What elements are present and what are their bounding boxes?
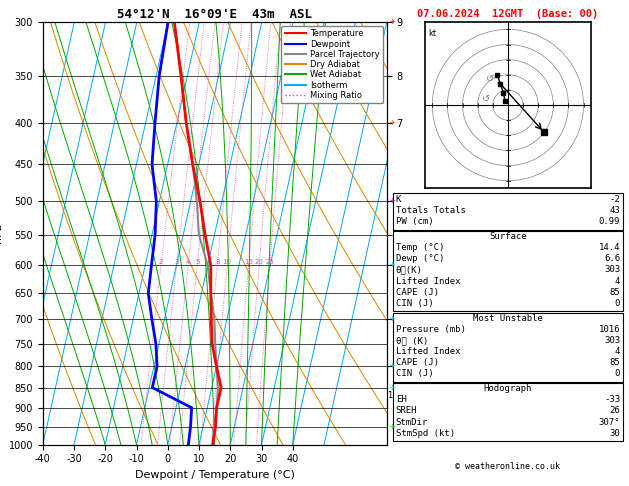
Text: © weatheronline.co.uk: © weatheronline.co.uk (455, 462, 560, 471)
X-axis label: Dewpoint / Temperature (°C): Dewpoint / Temperature (°C) (135, 470, 295, 480)
Text: Most Unstable: Most Unstable (473, 313, 543, 323)
Text: Lifted Index: Lifted Index (396, 347, 460, 356)
Text: K: K (396, 194, 401, 204)
Text: ✈: ✈ (390, 198, 396, 204)
Text: -33: -33 (604, 395, 620, 404)
Text: Pressure (mb): Pressure (mb) (396, 325, 465, 334)
Text: 07.06.2024  12GMT  (Base: 00): 07.06.2024 12GMT (Base: 00) (417, 9, 599, 19)
Text: 14.4: 14.4 (599, 243, 620, 252)
Text: kt: kt (428, 30, 436, 38)
Text: 85: 85 (610, 358, 620, 367)
Text: Hodograph: Hodograph (484, 384, 532, 393)
Y-axis label: km
ASL: km ASL (419, 212, 437, 233)
Text: StmSpd (kt): StmSpd (kt) (396, 429, 455, 438)
Text: 16: 16 (244, 260, 253, 265)
Text: 3: 3 (174, 260, 179, 265)
Text: ✈: ✈ (390, 424, 396, 430)
Text: ✈: ✈ (390, 19, 396, 25)
Text: 30: 30 (610, 429, 620, 438)
Text: 4: 4 (615, 347, 620, 356)
Text: CAPE (J): CAPE (J) (396, 358, 438, 367)
Text: ✈: ✈ (390, 120, 396, 126)
Text: 26: 26 (610, 406, 620, 416)
Text: 0: 0 (615, 299, 620, 308)
Text: ✈: ✈ (390, 316, 396, 322)
Text: $\circlearrowleft$: $\circlearrowleft$ (479, 92, 491, 103)
Text: 303: 303 (604, 336, 620, 345)
Text: -2: -2 (610, 194, 620, 204)
Text: Totals Totals: Totals Totals (396, 206, 465, 215)
Text: Surface: Surface (489, 232, 526, 241)
Text: Temp (°C): Temp (°C) (396, 243, 444, 252)
Text: 6.6: 6.6 (604, 254, 620, 263)
Legend: Temperature, Dewpoint, Parcel Trajectory, Dry Adiabat, Wet Adiabat, Isotherm, Mi: Temperature, Dewpoint, Parcel Trajectory… (281, 26, 382, 103)
Text: 307°: 307° (599, 417, 620, 427)
Title: 54°12'N  16°09'E  43m  ASL: 54°12'N 16°09'E 43m ASL (117, 8, 313, 21)
Text: 4: 4 (186, 260, 191, 265)
Text: ✈: ✈ (390, 262, 396, 268)
Text: Dewp (°C): Dewp (°C) (396, 254, 444, 263)
Text: 25: 25 (265, 260, 274, 265)
Text: θᴄ(K): θᴄ(K) (396, 265, 423, 275)
Text: CIN (J): CIN (J) (396, 369, 433, 379)
Text: 0.99: 0.99 (599, 217, 620, 226)
Text: EH: EH (396, 395, 406, 404)
Text: 5: 5 (195, 260, 199, 265)
Text: 303: 303 (604, 265, 620, 275)
Text: 1016: 1016 (599, 325, 620, 334)
Text: 10: 10 (223, 260, 231, 265)
Text: SREH: SREH (396, 406, 417, 416)
Text: 4: 4 (615, 277, 620, 286)
Text: 1LCL: 1LCL (387, 391, 407, 400)
Text: 20: 20 (255, 260, 264, 265)
Text: $\circlearrowleft$: $\circlearrowleft$ (484, 73, 496, 83)
Text: 8: 8 (215, 260, 220, 265)
Text: 43: 43 (610, 206, 620, 215)
Text: 2: 2 (159, 260, 163, 265)
Text: 0: 0 (615, 369, 620, 379)
Text: θᴄ (K): θᴄ (K) (396, 336, 428, 345)
Y-axis label: hPa: hPa (0, 223, 3, 243)
Text: StmDir: StmDir (396, 417, 428, 427)
Text: 85: 85 (610, 288, 620, 297)
Text: CIN (J): CIN (J) (396, 299, 433, 308)
Text: ✈: ✈ (390, 384, 396, 391)
Text: Lifted Index: Lifted Index (396, 277, 460, 286)
Text: PW (cm): PW (cm) (396, 217, 433, 226)
Text: ✈: ✈ (390, 364, 396, 369)
Text: CAPE (J): CAPE (J) (396, 288, 438, 297)
